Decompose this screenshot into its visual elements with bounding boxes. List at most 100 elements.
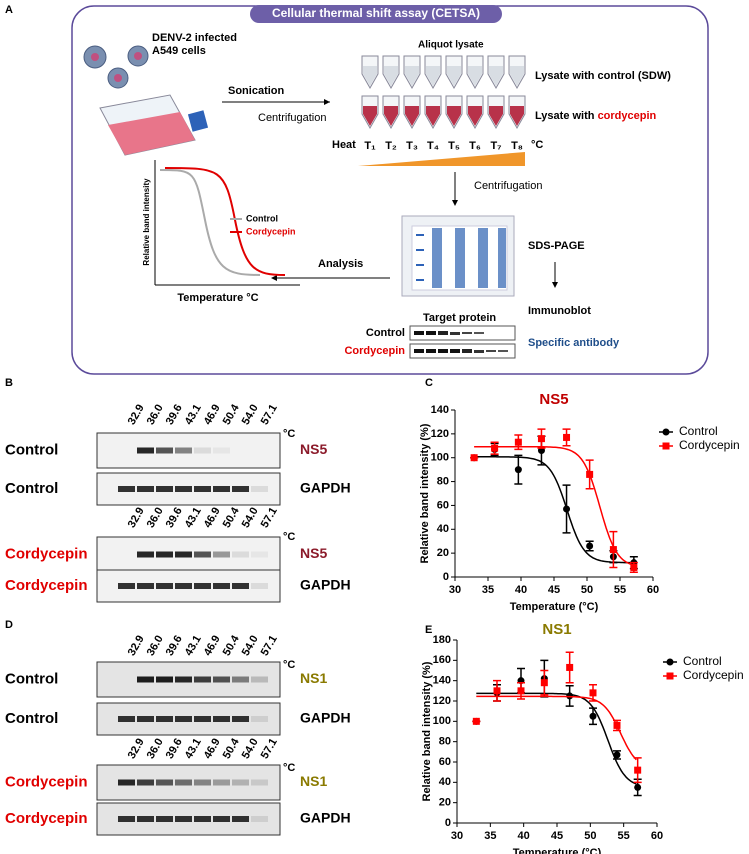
row-label: Cordycepin <box>5 773 88 790</box>
legend-label: Control <box>679 424 718 438</box>
lysate <box>468 106 482 126</box>
step-label: Analysis <box>318 258 363 270</box>
heat-label: Heat <box>332 139 356 151</box>
row-label: Cordycepin <box>5 545 88 562</box>
x-axis-label: Temperature (°C) <box>513 847 602 854</box>
point <box>514 438 522 446</box>
temp-label: 46.9 <box>202 402 223 427</box>
lysate-drug: cordycepin <box>598 110 657 122</box>
x-tick-label: 50 <box>584 830 596 842</box>
temp-label: 46.9 <box>202 505 223 530</box>
legend-label: Cordycepin <box>679 438 740 452</box>
band <box>213 816 230 822</box>
y-axis-label: Relative band intensity (%) <box>421 661 433 801</box>
x-tick-label: 60 <box>651 830 663 842</box>
lysate <box>363 66 377 86</box>
point <box>491 444 499 452</box>
flask-icon <box>99 94 209 156</box>
band <box>137 551 154 558</box>
y-tick-label: 0 <box>445 817 451 829</box>
temp-label: 39.6 <box>164 633 185 658</box>
legend-marker <box>662 442 670 450</box>
band <box>194 551 211 558</box>
temp-label: 54.0 <box>240 633 261 658</box>
band <box>137 486 154 492</box>
mini-chart <box>154 160 300 286</box>
lysate <box>363 106 377 126</box>
band <box>232 583 249 589</box>
legend-marker <box>666 658 674 666</box>
band <box>137 816 154 822</box>
band <box>156 779 173 786</box>
chart-title: NS1 <box>542 621 571 638</box>
arrow-head <box>324 99 330 105</box>
band <box>194 779 211 786</box>
mini-legend: Cordycepin <box>246 226 296 236</box>
band <box>137 779 154 786</box>
point <box>634 766 642 774</box>
temp-label: 36.0 <box>145 736 166 761</box>
band <box>175 816 192 822</box>
step-label: Centrifugation <box>258 112 327 124</box>
step-label: SDS-PAGE <box>528 240 585 252</box>
band <box>175 779 192 786</box>
x-tick-label: 55 <box>614 584 626 596</box>
point <box>517 687 525 695</box>
temp-label: 43.1 <box>183 633 204 658</box>
band <box>118 583 135 589</box>
band <box>118 816 135 822</box>
row-label: Control <box>5 670 58 687</box>
row-label: Control <box>5 480 58 497</box>
temp-label: T₁ <box>364 140 376 152</box>
point <box>589 712 597 720</box>
temp-label: 36.0 <box>145 402 166 427</box>
y-tick-label: 20 <box>439 797 451 809</box>
gel-icon <box>401 215 515 297</box>
unit-label: °C <box>283 531 295 543</box>
band <box>118 716 135 722</box>
fit-curve <box>474 445 633 566</box>
band <box>137 676 154 683</box>
row-label: Control <box>5 710 58 727</box>
mini-xlabel: Temperature °C <box>177 292 258 304</box>
band <box>251 583 268 589</box>
x-tick-label: 60 <box>647 584 659 596</box>
panel-title: Cellular thermal shift assay (CETSA) <box>272 6 480 20</box>
protein-label: NS5 <box>300 545 327 561</box>
band <box>156 551 173 558</box>
band <box>137 716 154 722</box>
x-tick-label: 35 <box>482 584 494 596</box>
temp-label: 57.1 <box>259 402 280 427</box>
band <box>118 486 135 492</box>
y-tick-label: 40 <box>439 776 451 788</box>
temp-label: T₃ <box>406 140 418 152</box>
band <box>194 583 211 589</box>
temp-label: 54.0 <box>240 402 261 427</box>
temp-label: 50.4 <box>221 505 243 530</box>
lysate <box>510 106 524 126</box>
point <box>630 563 638 571</box>
arrow-head <box>552 282 558 288</box>
unit-label: °C <box>283 428 295 440</box>
y-tick-label: 80 <box>437 475 449 487</box>
temp-label: 50.4 <box>221 736 243 761</box>
band <box>175 676 192 683</box>
arrow-head <box>452 200 458 206</box>
temp-label: 54.0 <box>240 736 261 761</box>
mini-legend: Control <box>246 213 278 223</box>
panel-label: C <box>425 377 433 389</box>
legend-label: Cordycepin <box>683 668 744 682</box>
temp-label: 46.9 <box>202 633 223 658</box>
lysate <box>405 106 419 126</box>
point <box>493 687 501 695</box>
band <box>251 551 268 558</box>
fit-curve <box>476 692 637 785</box>
protein-label: GAPDH <box>300 480 351 496</box>
band <box>156 583 173 589</box>
lysate <box>426 106 440 126</box>
point <box>472 717 480 725</box>
band <box>156 816 173 822</box>
blot-row-label: Control <box>366 327 405 339</box>
band <box>194 716 211 722</box>
